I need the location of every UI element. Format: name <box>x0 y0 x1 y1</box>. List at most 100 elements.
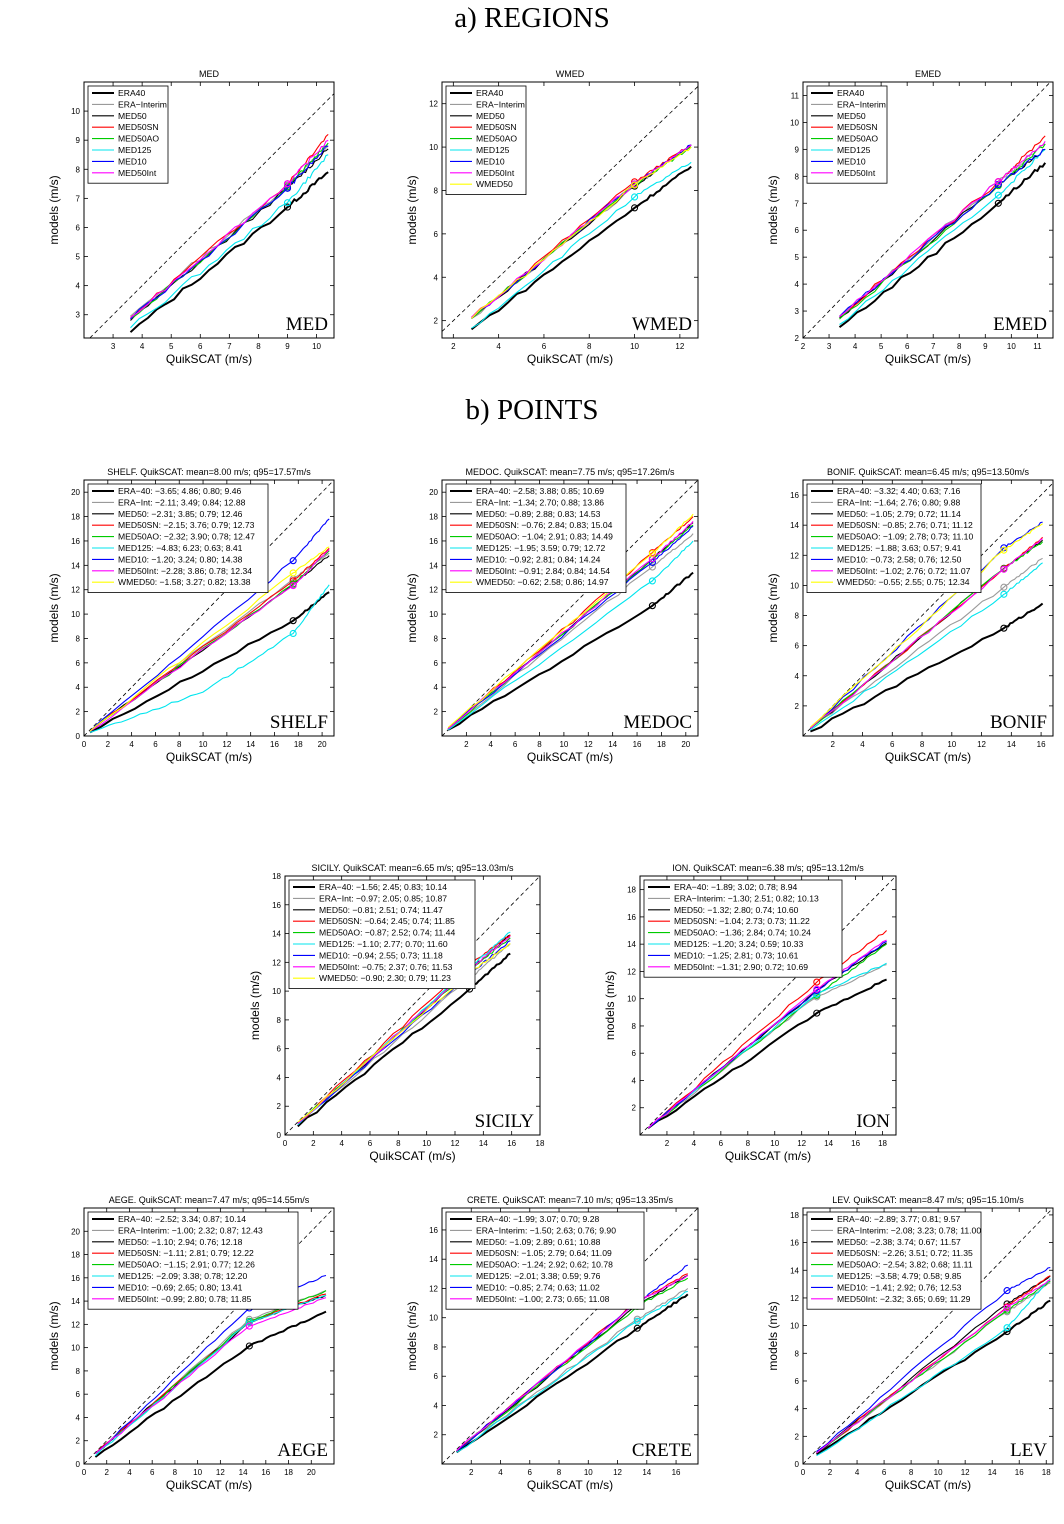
x-tick-label: 14 <box>246 740 255 749</box>
legend-label: MED50AO: −1.09; 2.78; 0.73; 11.10 <box>837 532 973 542</box>
legend-label: MED10: −0.92; 2.81; 0.84; 14.24 <box>476 554 601 564</box>
y-tick-label: 4 <box>795 280 800 289</box>
x-tick-label: 4 <box>855 1468 860 1477</box>
x-tick-label: 8 <box>557 1468 562 1477</box>
series-line <box>447 571 694 731</box>
series-line <box>816 1266 1051 1452</box>
x-tick-label: 7 <box>931 342 936 351</box>
identity-line <box>285 876 540 1135</box>
legend-label: MED50Int: −0.91; 2.84; 0.84; 14.54 <box>476 566 610 576</box>
legend-label: MED125: −4.83; 6.23; 0.63; 8.41 <box>118 543 243 553</box>
q95-marker <box>283 180 292 188</box>
legend-label: MED50: −1.09; 2.89; 0.61; 10.88 <box>476 1237 601 1247</box>
chart-title: SHELF. QuikSCAT: mean=8.00 m/s; q95=17.5… <box>107 467 311 477</box>
y-tick-label: 18 <box>272 872 281 881</box>
legend-label: ERA40 <box>476 88 503 98</box>
x-tick-label: 16 <box>1015 1468 1024 1477</box>
y-tick-label: 10 <box>790 1322 799 1331</box>
chart-panel-emed: EMED 2 3 4 5 6 7 8 9 10 11 2 3 4 5 6 7 8 9 10 11 QuikSCAT (m/… <box>766 69 1054 366</box>
chart-panel-aege: AEGE. QuikSCAT: mean=7.47 m/s; q95=14.55… <box>47 1195 335 1492</box>
x-tick-label: 4 <box>860 740 865 749</box>
x-tick-label: 0 <box>283 1139 288 1148</box>
legend-box <box>87 1211 299 1310</box>
y-tick-label: 2 <box>277 1102 282 1111</box>
series-line <box>838 162 1047 328</box>
corner-label: SHELF <box>270 712 328 733</box>
x-tick-label: 4 <box>853 342 858 351</box>
y-tick-label: 14 <box>71 561 80 570</box>
y-tick-label: 12 <box>429 100 438 109</box>
x-tick-label: 4 <box>692 1139 697 1148</box>
chart-title: ION. QuikSCAT: mean=6.38 m/s; q95=13.12m… <box>672 863 864 873</box>
series-line <box>297 952 511 1128</box>
series-line <box>447 540 694 731</box>
legend: ERA−40: −1.99; 3.07; 0.70; 9.28ERA−Inter… <box>445 1211 645 1310</box>
x-tick-label: 8 <box>587 342 592 351</box>
y-tick-label: 18 <box>429 513 438 522</box>
y-tick-label: 7 <box>795 199 800 208</box>
y-tick-label: 11 <box>791 91 800 100</box>
identity-line <box>803 82 1051 338</box>
y-tick-label: 4 <box>434 273 439 282</box>
y-tick-label: 8 <box>277 1016 282 1025</box>
corner-label: EMED <box>993 314 1047 335</box>
x-tick-label: 10 <box>1007 342 1016 351</box>
y-tick-label: 9 <box>76 136 81 145</box>
q95-marker <box>813 1009 821 1017</box>
q95-marker <box>289 617 297 625</box>
chart-title: MED <box>199 69 220 79</box>
chart-title: AEGE. QuikSCAT: mean=7.47 m/s; q95=14.55… <box>109 1195 310 1205</box>
y-tick-label: 12 <box>429 1284 438 1293</box>
legend-label: ERA−40: −1.99; 3.07; 0.70; 9.28 <box>476 1214 599 1224</box>
legend-label: MED125: −2.01; 3.38; 0.59; 9.76 <box>476 1271 601 1281</box>
x-tick-label: 6 <box>542 342 547 351</box>
x-tick-label: 10 <box>422 1139 431 1148</box>
series-line <box>456 1288 689 1452</box>
x-tick-label: 4 <box>129 740 134 749</box>
x-axis-label: QuikSCAT (m/s) <box>166 352 252 366</box>
q95-marker <box>631 204 639 212</box>
y-tick-label: 12 <box>272 958 281 967</box>
legend-label: MED50SN: −1.05; 2.79; 0.64; 11.09 <box>476 1248 612 1258</box>
y-tick-label: 6 <box>795 226 800 235</box>
y-tick-label: 10 <box>272 987 281 996</box>
legend-label: MED50: −1.10; 2.94; 0.76; 12.18 <box>118 1237 243 1247</box>
y-tick-label: 8 <box>76 1367 81 1376</box>
y-tick-label: 12 <box>790 551 799 560</box>
chart-title: CRETE. QuikSCAT: mean=7.10 m/s; q95=13.3… <box>467 1195 673 1205</box>
legend: ERA−40: −1.89; 3.02; 0.78; 8.94ERA−Inter… <box>643 879 843 978</box>
y-tick-label: 5 <box>76 253 81 262</box>
y-axis-label: models (m/s) <box>47 175 61 244</box>
series-line <box>447 525 694 730</box>
legend-box <box>288 879 476 989</box>
y-tick-label: 4 <box>76 683 81 692</box>
x-tick-label: 20 <box>318 740 327 749</box>
section-title-regions: a) REGIONS <box>454 2 610 34</box>
legend-label: MED50Int: −2.32; 3.65; 0.69; 11.29 <box>837 1294 971 1304</box>
chart-title: SICILY. QuikSCAT: mean=6.65 m/s; q95=13.… <box>311 863 514 873</box>
legend-label: MED50SN: −2.26; 3.51; 0.72; 11.35 <box>837 1248 973 1258</box>
chart-panel-medoc: MEDOC. QuikSCAT: mean=7.75 m/s; q95=17.2… <box>405 467 699 764</box>
x-axis-label: QuikSCAT (m/s) <box>369 1149 455 1163</box>
series-line <box>810 538 1043 729</box>
y-tick-label: 4 <box>795 1405 800 1414</box>
y-axis-label: models (m/s) <box>405 573 419 642</box>
legend-label: MED50AO: −1.15; 2.91; 0.77; 12.26 <box>118 1260 255 1270</box>
x-tick-label: 4 <box>496 342 501 351</box>
y-tick-label: 14 <box>272 930 281 939</box>
identity-line <box>89 93 334 338</box>
x-tick-label: 14 <box>1007 740 1016 749</box>
corner-label: AEGE <box>277 1440 328 1461</box>
legend-label: MED50Int: −1.00; 2.73; 0.65; 11.08 <box>476 1294 610 1304</box>
y-axis-label: models (m/s) <box>47 573 61 642</box>
y-tick-label: 6 <box>76 223 81 232</box>
series-line <box>95 1297 327 1454</box>
series-line <box>89 518 330 732</box>
legend-label: WMED50: −0.55; 2.55; 0.75; 12.34 <box>837 577 970 587</box>
y-tick-label: 16 <box>71 537 80 546</box>
q95-marker <box>283 199 292 207</box>
plot-content <box>89 93 334 338</box>
x-tick-label: 14 <box>479 1139 488 1148</box>
q95-marker <box>813 978 821 986</box>
